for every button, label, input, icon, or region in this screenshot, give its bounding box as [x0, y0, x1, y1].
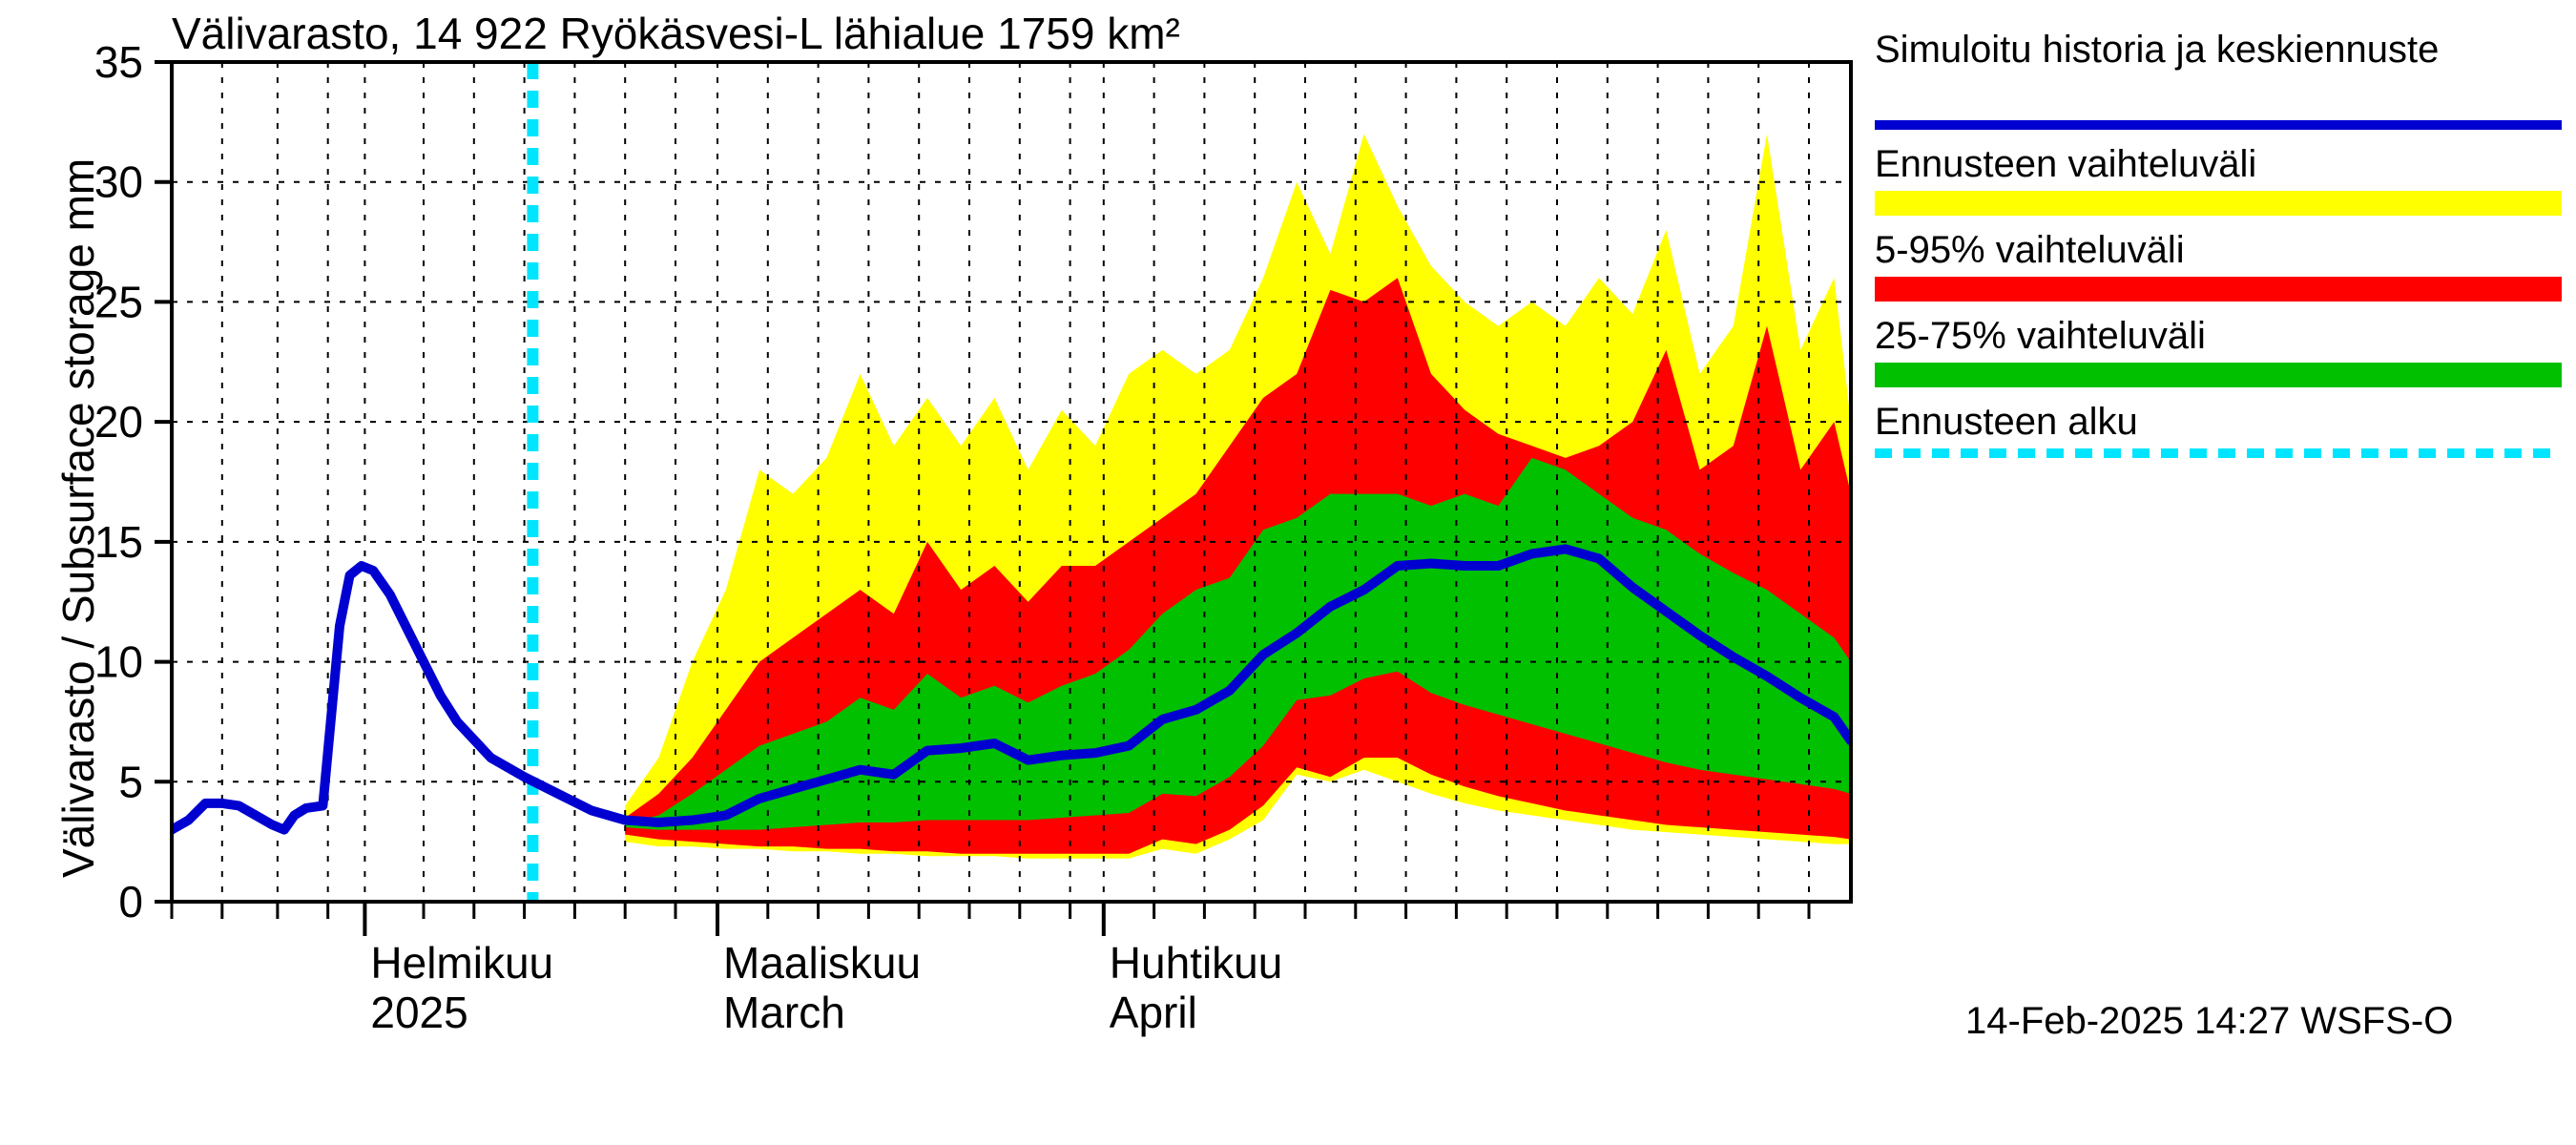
xtick-label-fi: Helmikuu	[370, 938, 553, 988]
legend-item-red-label: 5-95% vaihteluväli	[1875, 229, 2562, 271]
legend-swatch-green	[1875, 363, 2562, 387]
xtick-label-fi: Huhtikuu	[1110, 938, 1283, 988]
legend-item-yellow-label: Ennusteen vaihteluväli	[1875, 143, 2562, 185]
y-axis-label: Välivarasto / Subsurface storage mm	[52, 158, 104, 878]
ytick-label: 35	[94, 37, 143, 87]
legend-item-dash-label: Ennusteen alku	[1875, 401, 2562, 443]
legend-swatch-history	[1875, 120, 2562, 130]
xtick-label-en: April	[1110, 988, 1197, 1037]
legend-swatch-dash	[1875, 448, 2562, 458]
xtick-label-en: 2025	[370, 988, 467, 1037]
timestamp: 14-Feb-2025 14:27 WSFS-O	[1965, 1000, 2453, 1043]
legend-item-green-label: 25-75% vaihteluväli	[1875, 315, 2562, 357]
legend-item-history-label: Simuloitu historia ja keskiennuste	[1875, 29, 2562, 71]
chart-title: Välivarasto, 14 922 Ryökäsvesi-L lähialu…	[172, 8, 1180, 59]
xtick-label-en: March	[723, 988, 845, 1037]
legend-swatch-yellow	[1875, 191, 2562, 216]
ytick-label: 0	[118, 877, 143, 926]
legend-swatch-red	[1875, 277, 2562, 302]
ytick-label: 5	[118, 757, 143, 806]
xtick-label-fi: Maaliskuu	[723, 938, 921, 988]
